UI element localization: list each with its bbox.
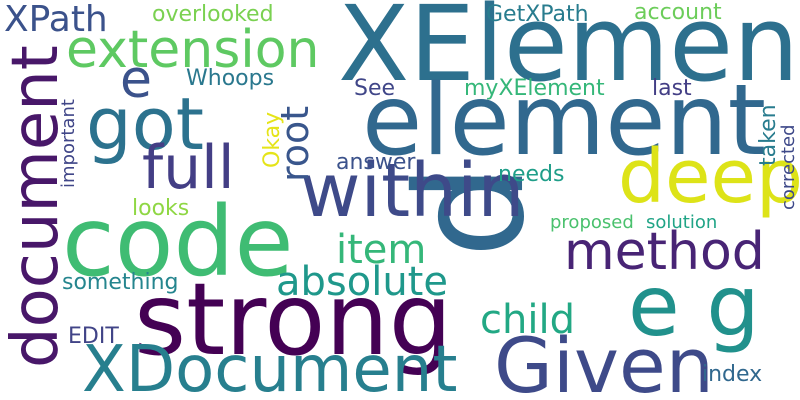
word-xpath: XPath	[4, 0, 108, 40]
word-see: See	[354, 76, 396, 101]
word-child: child	[480, 297, 575, 343]
word-corrected: corrected	[778, 124, 799, 210]
word-okay: Okay	[260, 111, 285, 168]
word-code: code	[62, 186, 294, 298]
word-item: item	[336, 227, 427, 273]
word-proposed: proposed	[550, 212, 634, 233]
word-method: method	[564, 222, 765, 282]
word-last: last	[652, 76, 692, 101]
word-edit: EDIT	[68, 324, 119, 349]
word-looks: looks	[132, 196, 190, 221]
word-getxpath: GetXPath	[486, 2, 589, 27]
word-needs: needs	[498, 162, 565, 187]
word-something: something	[62, 270, 179, 295]
word-account: account	[634, 0, 722, 25]
word-document: document	[0, 45, 73, 368]
word-important: important	[58, 99, 79, 188]
word-extension: extension	[66, 20, 320, 80]
word-xdocument: XDocument	[82, 333, 458, 400]
word-myxelement: myXElement	[464, 76, 605, 101]
word-within: within	[300, 148, 525, 234]
word-xelement: XElement	[338, 0, 800, 105]
word-full: full	[142, 133, 235, 203]
word-e: e	[120, 50, 152, 110]
word-given: Given	[494, 321, 714, 400]
word-absolute: absolute	[276, 259, 448, 305]
word-answer: answer	[336, 150, 416, 175]
word-solution: solution	[646, 212, 718, 233]
word-whoops: Whoops	[186, 66, 275, 91]
word-element: element	[362, 64, 767, 178]
word-taken: taken	[756, 104, 781, 166]
word-deep: deep	[618, 134, 800, 220]
word-got: got	[86, 82, 204, 166]
word-index: index	[702, 362, 763, 387]
word-strong: strong	[134, 261, 453, 378]
word-e-g: e g	[628, 257, 760, 355]
word-overlooked: overlooked	[152, 2, 274, 27]
